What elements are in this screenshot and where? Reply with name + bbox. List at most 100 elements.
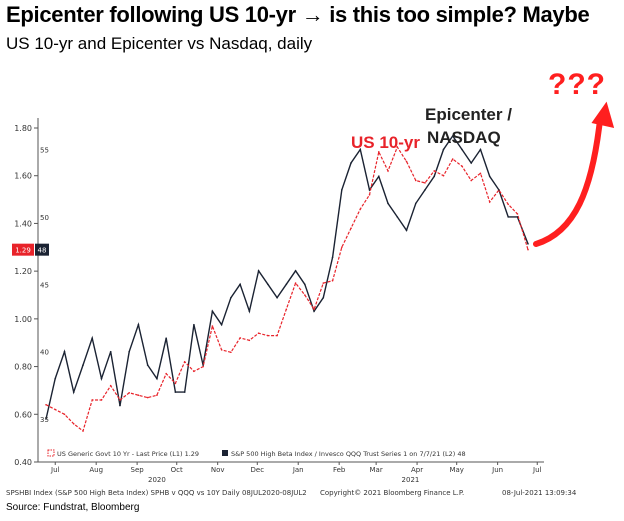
us10-point — [451, 158, 454, 160]
us10-point — [100, 399, 103, 401]
us10-point — [368, 194, 371, 196]
us10-point — [165, 372, 167, 375]
epicenter-point — [156, 377, 158, 380]
epicenter-point — [470, 162, 473, 164]
epicenter-point — [202, 364, 204, 366]
us10-point — [331, 279, 334, 282]
epicenter-point — [396, 216, 399, 218]
epicenter-point — [257, 269, 260, 272]
us10-point — [359, 208, 362, 210]
us10-point — [267, 334, 269, 337]
epicenter-point — [331, 256, 334, 259]
left-tick-label: 1.60 — [14, 172, 32, 181]
epicenter-point — [146, 364, 149, 366]
axis-labels: 0.40 0.60 0.80 1.00 1.20 1.40 1.60 1.80 35 40 45 50… — [12, 124, 542, 484]
legend-us10-label: US Generic Govt 10 Yr - Last Price (L1) … — [57, 450, 199, 458]
us10-point — [91, 399, 94, 401]
up-arrow-icon — [533, 117, 603, 247]
epicenter-point — [267, 283, 269, 286]
us10-point — [341, 246, 343, 249]
year-label: 2021 — [402, 476, 420, 484]
us10-point — [516, 213, 519, 215]
arrowhead-icon — [591, 101, 615, 129]
right-tick-label: 55 — [40, 146, 49, 154]
us10-point — [377, 151, 380, 153]
x-tick-label: Sep — [131, 466, 145, 474]
x-tick-label: Nov — [211, 466, 225, 474]
epicenter-point — [359, 148, 362, 151]
us10-last-value-badge — [12, 243, 34, 256]
epicenter-point — [239, 283, 241, 286]
us10-point — [322, 282, 325, 284]
legend: US Generic Govt 10 Yr - Last Price (L1) … — [47, 449, 466, 458]
epicenter-point — [100, 377, 103, 380]
us10-point — [527, 248, 529, 251]
epicenter-point — [137, 323, 140, 326]
epicenter-point — [350, 162, 352, 164]
x-tick-label: Jan — [292, 466, 304, 474]
epicenter-point — [516, 216, 519, 218]
us10-point — [294, 282, 297, 284]
us10-point — [239, 337, 241, 339]
us10-point — [442, 174, 445, 177]
x-tick-label: Jul — [532, 466, 542, 474]
left-tick-label: 1.40 — [14, 219, 32, 228]
x-tick-label: Mar — [370, 466, 383, 474]
epicenter-point — [368, 189, 371, 191]
epicenter-point — [488, 175, 491, 178]
epicenter-point — [248, 310, 251, 313]
us10-point — [313, 308, 315, 311]
footer-copyright: Copyright© 2021 Bloomberg Finance L.P. — [320, 489, 465, 497]
series-layer — [45, 134, 529, 433]
epicenter-point — [63, 350, 66, 353]
epicenter-last-value-badge — [35, 243, 49, 256]
us10-point — [211, 325, 214, 327]
chart-subtitle: US 10-yr and Epicenter vs Nasdaq, daily — [6, 34, 313, 53]
epicenter-point — [433, 175, 436, 178]
right-tick-label: 35 — [40, 416, 49, 424]
us10-point — [156, 394, 158, 397]
us10-point — [82, 430, 84, 432]
us10-point — [433, 170, 436, 172]
x-tick-label: Jul — [50, 466, 60, 474]
epicenter-point — [45, 418, 47, 420]
us10-point — [257, 332, 260, 334]
epicenter-point — [72, 391, 75, 393]
epicenter-point — [294, 269, 297, 272]
epicenter-point — [119, 404, 121, 407]
series-us10-line — [45, 145, 529, 433]
epicenter-point — [424, 189, 426, 191]
epicenter-point — [322, 296, 325, 299]
x-tick-label: Oct — [171, 466, 183, 474]
us10-point — [146, 396, 149, 399]
epicenter-point — [91, 337, 94, 339]
epicenter-point — [165, 337, 167, 339]
us10-annotation: US 10-yr — [351, 133, 420, 152]
us10-point — [72, 423, 75, 425]
right-tick-label: 50 — [40, 214, 49, 222]
legend-epicenter-swatch — [222, 450, 228, 456]
epicenter-point — [220, 323, 223, 326]
us10-point — [109, 384, 112, 387]
us10-point — [137, 394, 140, 397]
epicenter-point — [479, 148, 482, 151]
epicenter-point — [442, 148, 445, 151]
us10-point — [350, 227, 352, 229]
epicenter-point — [128, 350, 130, 353]
epicenter-point — [174, 391, 177, 393]
us10-point — [479, 172, 482, 175]
footer-timestamp: 08-Jul-2021 13:09:34 — [502, 489, 577, 497]
us10-point — [396, 146, 399, 148]
us10-point — [220, 349, 223, 351]
us10-point — [183, 361, 186, 363]
epicenter-last-value-text: 48 — [38, 247, 47, 255]
x-tick-label: Feb — [333, 466, 346, 474]
epicenter-point — [377, 175, 380, 178]
source-note: Source: Fundstrat, Bloomberg — [6, 502, 140, 513]
us10-point — [248, 339, 251, 342]
us10-point — [507, 203, 509, 206]
us10-point — [414, 179, 417, 182]
epicenter-point — [230, 296, 232, 299]
epicenter-point — [183, 391, 186, 393]
